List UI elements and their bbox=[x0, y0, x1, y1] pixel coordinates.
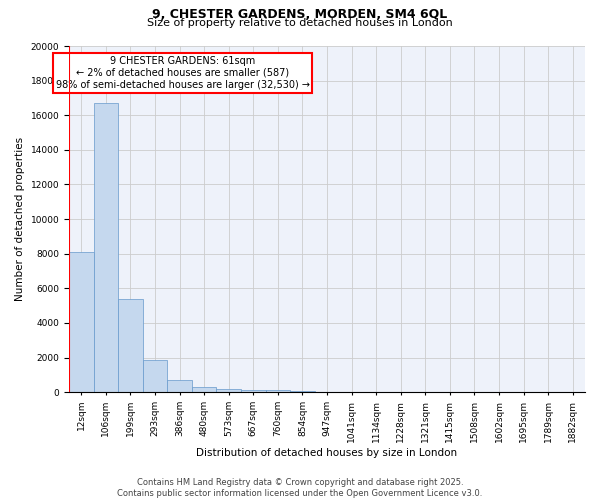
Bar bbox=[266, 390, 290, 392]
Bar bbox=[69, 252, 94, 392]
Bar bbox=[217, 388, 241, 392]
Text: 9 CHESTER GARDENS: 61sqm
← 2% of detached houses are smaller (587)
98% of semi-d: 9 CHESTER GARDENS: 61sqm ← 2% of detache… bbox=[56, 56, 310, 90]
Bar bbox=[94, 103, 118, 392]
Text: Contains HM Land Registry data © Crown copyright and database right 2025.
Contai: Contains HM Land Registry data © Crown c… bbox=[118, 478, 482, 498]
Bar bbox=[241, 390, 266, 392]
Text: Size of property relative to detached houses in London: Size of property relative to detached ho… bbox=[147, 18, 453, 28]
X-axis label: Distribution of detached houses by size in London: Distribution of detached houses by size … bbox=[196, 448, 458, 458]
Y-axis label: Number of detached properties: Number of detached properties bbox=[15, 137, 25, 301]
Bar bbox=[192, 387, 217, 392]
Bar bbox=[118, 298, 143, 392]
Bar bbox=[143, 360, 167, 392]
Text: 9, CHESTER GARDENS, MORDEN, SM4 6QL: 9, CHESTER GARDENS, MORDEN, SM4 6QL bbox=[152, 8, 448, 20]
Bar bbox=[167, 380, 192, 392]
